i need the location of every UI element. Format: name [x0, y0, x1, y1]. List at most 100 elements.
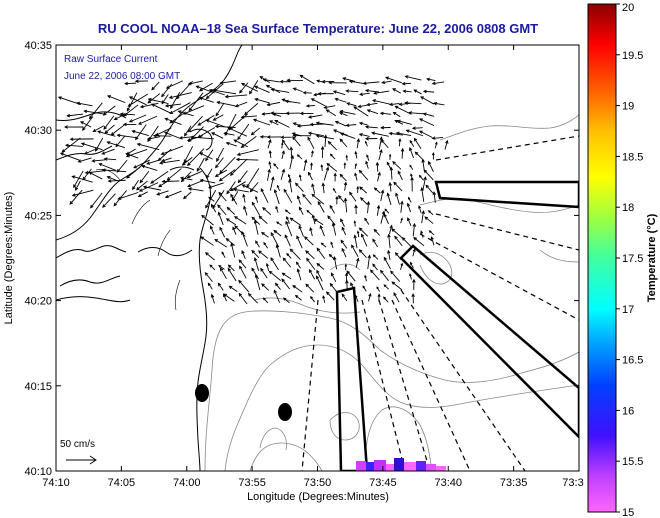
current-vector	[297, 195, 301, 205]
current-vector	[161, 145, 184, 155]
current-vector	[319, 225, 325, 237]
current-vector	[215, 125, 236, 128]
current-vector	[187, 180, 203, 187]
current-vector	[385, 76, 402, 84]
current-vector	[286, 253, 292, 259]
current-vector	[266, 263, 270, 272]
current-vector	[359, 186, 368, 194]
current-vector	[218, 192, 227, 202]
current-vector	[135, 124, 147, 140]
current-vector	[84, 110, 104, 115]
y-tick-label: 40:20	[24, 296, 52, 308]
current-vector	[316, 270, 323, 282]
current-vector	[338, 195, 345, 203]
current-vector	[93, 125, 105, 132]
current-vector	[117, 134, 138, 139]
current-vector	[354, 295, 359, 302]
current-vector	[305, 250, 315, 260]
current-vector	[316, 248, 326, 259]
current-vector	[241, 115, 257, 118]
current-vector	[187, 115, 203, 133]
current-vector	[399, 102, 411, 106]
current-vector	[402, 237, 413, 248]
current-vector	[97, 130, 116, 137]
current-vector	[387, 193, 392, 206]
current-vector	[234, 216, 247, 225]
current-vector	[395, 252, 402, 261]
colorbar-tick-label: 19.5	[622, 50, 643, 62]
current-vector	[310, 123, 325, 125]
current-vector	[236, 158, 259, 161]
x-tick-label: 74:00	[173, 477, 201, 489]
current-vector	[372, 239, 378, 248]
x-tick-label: 74:10	[42, 477, 70, 489]
current-vector	[218, 265, 225, 270]
current-vector	[80, 121, 92, 128]
current-vector	[82, 168, 92, 181]
current-vector	[78, 157, 92, 163]
current-vector	[243, 194, 246, 203]
current-vector	[274, 120, 290, 128]
current-vector	[270, 257, 279, 271]
current-vector	[389, 102, 400, 106]
current-vector	[89, 102, 103, 119]
current-vector	[244, 102, 259, 115]
current-vector	[275, 283, 281, 290]
current-vector	[390, 167, 393, 180]
current-vector	[196, 157, 205, 172]
current-vector	[365, 161, 369, 169]
current-vector	[276, 244, 281, 258]
current-vector	[223, 293, 235, 302]
current-vector	[394, 236, 403, 247]
current-vector	[311, 98, 326, 107]
current-vector	[137, 143, 160, 151]
x-tick-label: 73:35	[500, 477, 528, 489]
current-vector	[126, 170, 137, 179]
current-vector	[380, 270, 389, 282]
current-vector	[323, 167, 329, 181]
current-vector	[380, 190, 384, 202]
current-vector	[342, 77, 356, 82]
x-tick-label: 74:05	[108, 477, 136, 489]
sst-patch	[356, 458, 446, 471]
colorbar-label: Temperature (°C)	[646, 213, 658, 302]
current-vector	[363, 81, 380, 84]
current-vector	[165, 118, 182, 126]
current-vector	[326, 109, 337, 117]
current-vector	[148, 98, 169, 104]
current-vector	[263, 79, 280, 83]
current-vector	[199, 82, 213, 92]
current-vector	[239, 266, 247, 279]
current-vector	[190, 136, 214, 140]
current-vector	[255, 274, 261, 291]
current-vector	[270, 232, 279, 247]
current-vector	[233, 139, 248, 148]
current-vector	[161, 83, 173, 97]
current-vector	[232, 227, 237, 235]
current-vector	[432, 136, 444, 139]
current-vector	[372, 263, 378, 271]
current-vector	[241, 231, 248, 247]
current-vector	[104, 124, 115, 134]
current-vector	[126, 92, 138, 112]
current-vector	[402, 82, 411, 85]
current-vector	[376, 205, 380, 216]
current-vector	[403, 90, 412, 93]
current-vector	[373, 254, 379, 260]
current-vector	[355, 258, 359, 268]
current-vector	[310, 163, 313, 170]
colorbar: 20 19.5 19 18.5 18 17.5 17 16.5 16 15.5 15 Tempera…	[587, 2, 658, 518]
current-vector	[218, 212, 224, 226]
current-vector	[362, 285, 367, 292]
current-vector	[263, 297, 269, 304]
current-vector	[419, 118, 435, 127]
current-vector	[139, 170, 150, 183]
current-vector	[351, 244, 359, 258]
current-vector	[261, 283, 270, 291]
current-vector	[391, 281, 403, 291]
current-vector	[359, 249, 367, 259]
current-vector	[82, 116, 94, 131]
current-vector	[306, 210, 313, 216]
current-vector	[238, 259, 247, 269]
current-vector	[302, 194, 312, 205]
